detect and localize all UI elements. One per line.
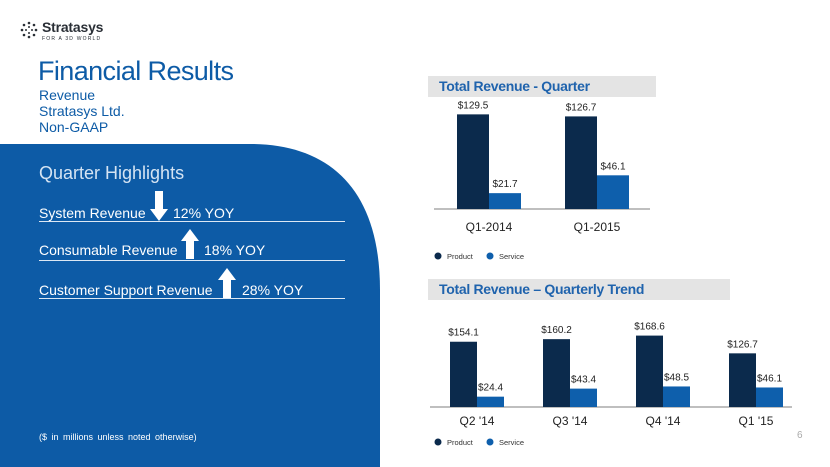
bar-service-2 bbox=[663, 386, 690, 407]
chart-quarter-revenue: $129.5 $21.7 Q1-2014 $126.7 $46.1 Q1-2015 Prod… bbox=[434, 100, 650, 261]
highlight-divider bbox=[39, 221, 345, 222]
bar-product-1 bbox=[565, 116, 597, 209]
highlight-value-consumable: 18% YOY bbox=[204, 242, 266, 258]
highlights-title: Quarter Highlights bbox=[39, 163, 185, 183]
data-label-product-1: $160.2 bbox=[541, 325, 572, 336]
chart1-title: Total Revenue - Quarter bbox=[428, 76, 656, 97]
legend-label-product: Product bbox=[447, 252, 474, 261]
bar-product-0 bbox=[457, 114, 489, 209]
logo-wordmark: Stratasys bbox=[42, 19, 104, 35]
bar-service-3 bbox=[756, 387, 783, 407]
bar-service-0 bbox=[477, 396, 504, 407]
category-label-3: Q1 '15 bbox=[739, 414, 774, 428]
stratasys-mark-icon bbox=[20, 21, 38, 39]
subtitle-line: Stratasys Ltd. bbox=[39, 103, 125, 119]
chart2-title: Total Revenue – Quarterly Trend bbox=[428, 279, 730, 300]
logo-tagline: FOR A 3D WORLD bbox=[42, 36, 102, 42]
subtitle-line: Non-GAAP bbox=[39, 119, 109, 135]
stratasys-logo: Stratasys FOR A 3D WORLD bbox=[20, 19, 130, 49]
bar-product-1 bbox=[543, 339, 570, 407]
page-number: 6 bbox=[797, 430, 803, 441]
category-label-1: Q1-2015 bbox=[574, 220, 621, 234]
highlight-divider bbox=[39, 298, 345, 299]
data-label-service-2: $48.5 bbox=[664, 372, 689, 383]
data-label-service-0: $21.7 bbox=[492, 179, 517, 190]
legend-marker-product bbox=[434, 252, 442, 260]
bar-product-0 bbox=[450, 341, 477, 407]
subtitle-line: Revenue bbox=[39, 87, 96, 103]
data-label-service-1: $46.1 bbox=[600, 161, 625, 172]
category-label-0: Q1-2014 bbox=[466, 220, 513, 234]
data-label-product-2: $168.6 bbox=[634, 322, 665, 333]
chart-quarterly-trend: $154.1 $24.4 Q2 '14 $160.2 $43.4 Q3 '14 $168.6… bbox=[430, 322, 792, 447]
data-label-product-0: $154.1 bbox=[448, 328, 479, 339]
category-label-1: Q3 '14 bbox=[553, 414, 588, 428]
data-label-service-1: $43.4 bbox=[571, 375, 596, 386]
footnote: ($ in millions unless noted otherwise) bbox=[39, 432, 197, 442]
data-label-product-0: $129.5 bbox=[458, 100, 489, 111]
legend-label-service: Service bbox=[499, 438, 524, 447]
data-label-service-3: $46.1 bbox=[757, 373, 782, 384]
highlight-label-system: System Revenue bbox=[39, 205, 146, 221]
highlight-label-customer-support: Customer Support Revenue bbox=[39, 282, 213, 298]
legend-marker-product bbox=[434, 438, 442, 446]
highlight-value-system: 12% YOY bbox=[173, 205, 235, 221]
bar-product-3 bbox=[729, 353, 756, 407]
highlight-divider bbox=[39, 260, 345, 261]
bar-service-0 bbox=[489, 193, 521, 209]
arrow-up-icon bbox=[181, 229, 199, 259]
highlight-label-consumable: Consumable Revenue bbox=[39, 242, 178, 258]
data-label-product-1: $126.7 bbox=[566, 102, 597, 113]
legend-label-product: Product bbox=[447, 438, 474, 447]
bar-product-2 bbox=[636, 335, 663, 407]
data-label-product-3: $126.7 bbox=[727, 339, 758, 350]
highlight-value-customer-support: 28% YOY bbox=[242, 282, 304, 298]
bar-service-1 bbox=[597, 175, 629, 209]
arrow-up-icon bbox=[218, 268, 236, 298]
legend-marker-service bbox=[486, 252, 494, 260]
bar-service-1 bbox=[570, 388, 597, 407]
legend-marker-service bbox=[486, 438, 494, 446]
category-label-0: Q2 '14 bbox=[460, 414, 495, 428]
category-label-2: Q4 '14 bbox=[646, 414, 681, 428]
arrow-down-icon bbox=[150, 191, 168, 221]
page-title: Financial Results bbox=[38, 56, 234, 86]
legend-label-service: Service bbox=[499, 252, 524, 261]
data-label-service-0: $24.4 bbox=[478, 383, 503, 394]
